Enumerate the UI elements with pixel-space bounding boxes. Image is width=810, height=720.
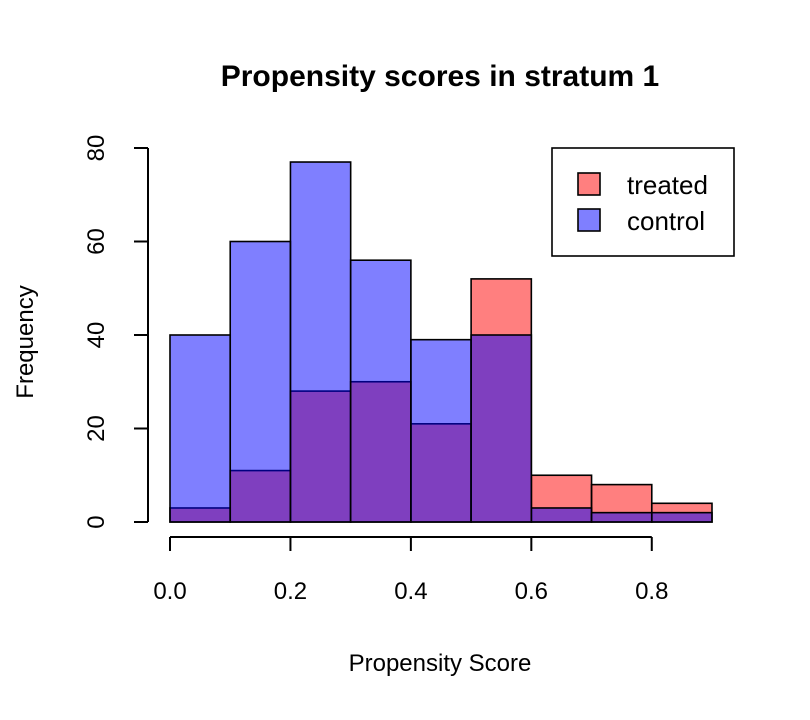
bar-control-4	[410, 338, 472, 523]
bar-control-3	[349, 259, 412, 523]
legend-box	[551, 147, 735, 257]
legend-swatch-treated	[577, 172, 601, 196]
bar-control-8	[650, 511, 713, 523]
legend-label-control: control	[627, 206, 705, 236]
y-tick-label: 80	[83, 135, 110, 162]
bar-control-0	[169, 334, 232, 523]
axes-layer: 0.0 0.2 0.4 0.6 0.8 0 20 40 60 80	[83, 135, 668, 605]
x-tick-label: 0.4	[394, 578, 427, 605]
bar-control-6	[530, 507, 593, 523]
bars-layer	[169, 161, 713, 523]
x-axis-label: Propensity Score	[349, 650, 532, 677]
bar-control-1	[229, 240, 292, 523]
bar-control-5	[470, 334, 533, 523]
y-tick-label: 0	[83, 515, 110, 528]
chart-title: Propensity scores in stratum 1	[221, 60, 660, 93]
legend: treated control	[551, 147, 735, 257]
x-tick-label: 0.6	[515, 578, 548, 605]
bar-control-7	[590, 511, 653, 523]
y-tick-label: 40	[83, 322, 110, 349]
bar-control-2	[289, 161, 352, 523]
y-tick-label: 60	[83, 228, 110, 255]
y-tick-label: 20	[83, 415, 110, 442]
y-axis-label: Frequency	[12, 285, 39, 398]
legend-label-treated: treated	[627, 170, 708, 200]
series-control	[169, 161, 713, 523]
x-tick-label: 0.0	[153, 578, 186, 605]
x-tick-label: 0.8	[635, 578, 668, 605]
x-tick-label: 0.2	[274, 578, 307, 605]
legend-swatch-control	[577, 208, 601, 232]
